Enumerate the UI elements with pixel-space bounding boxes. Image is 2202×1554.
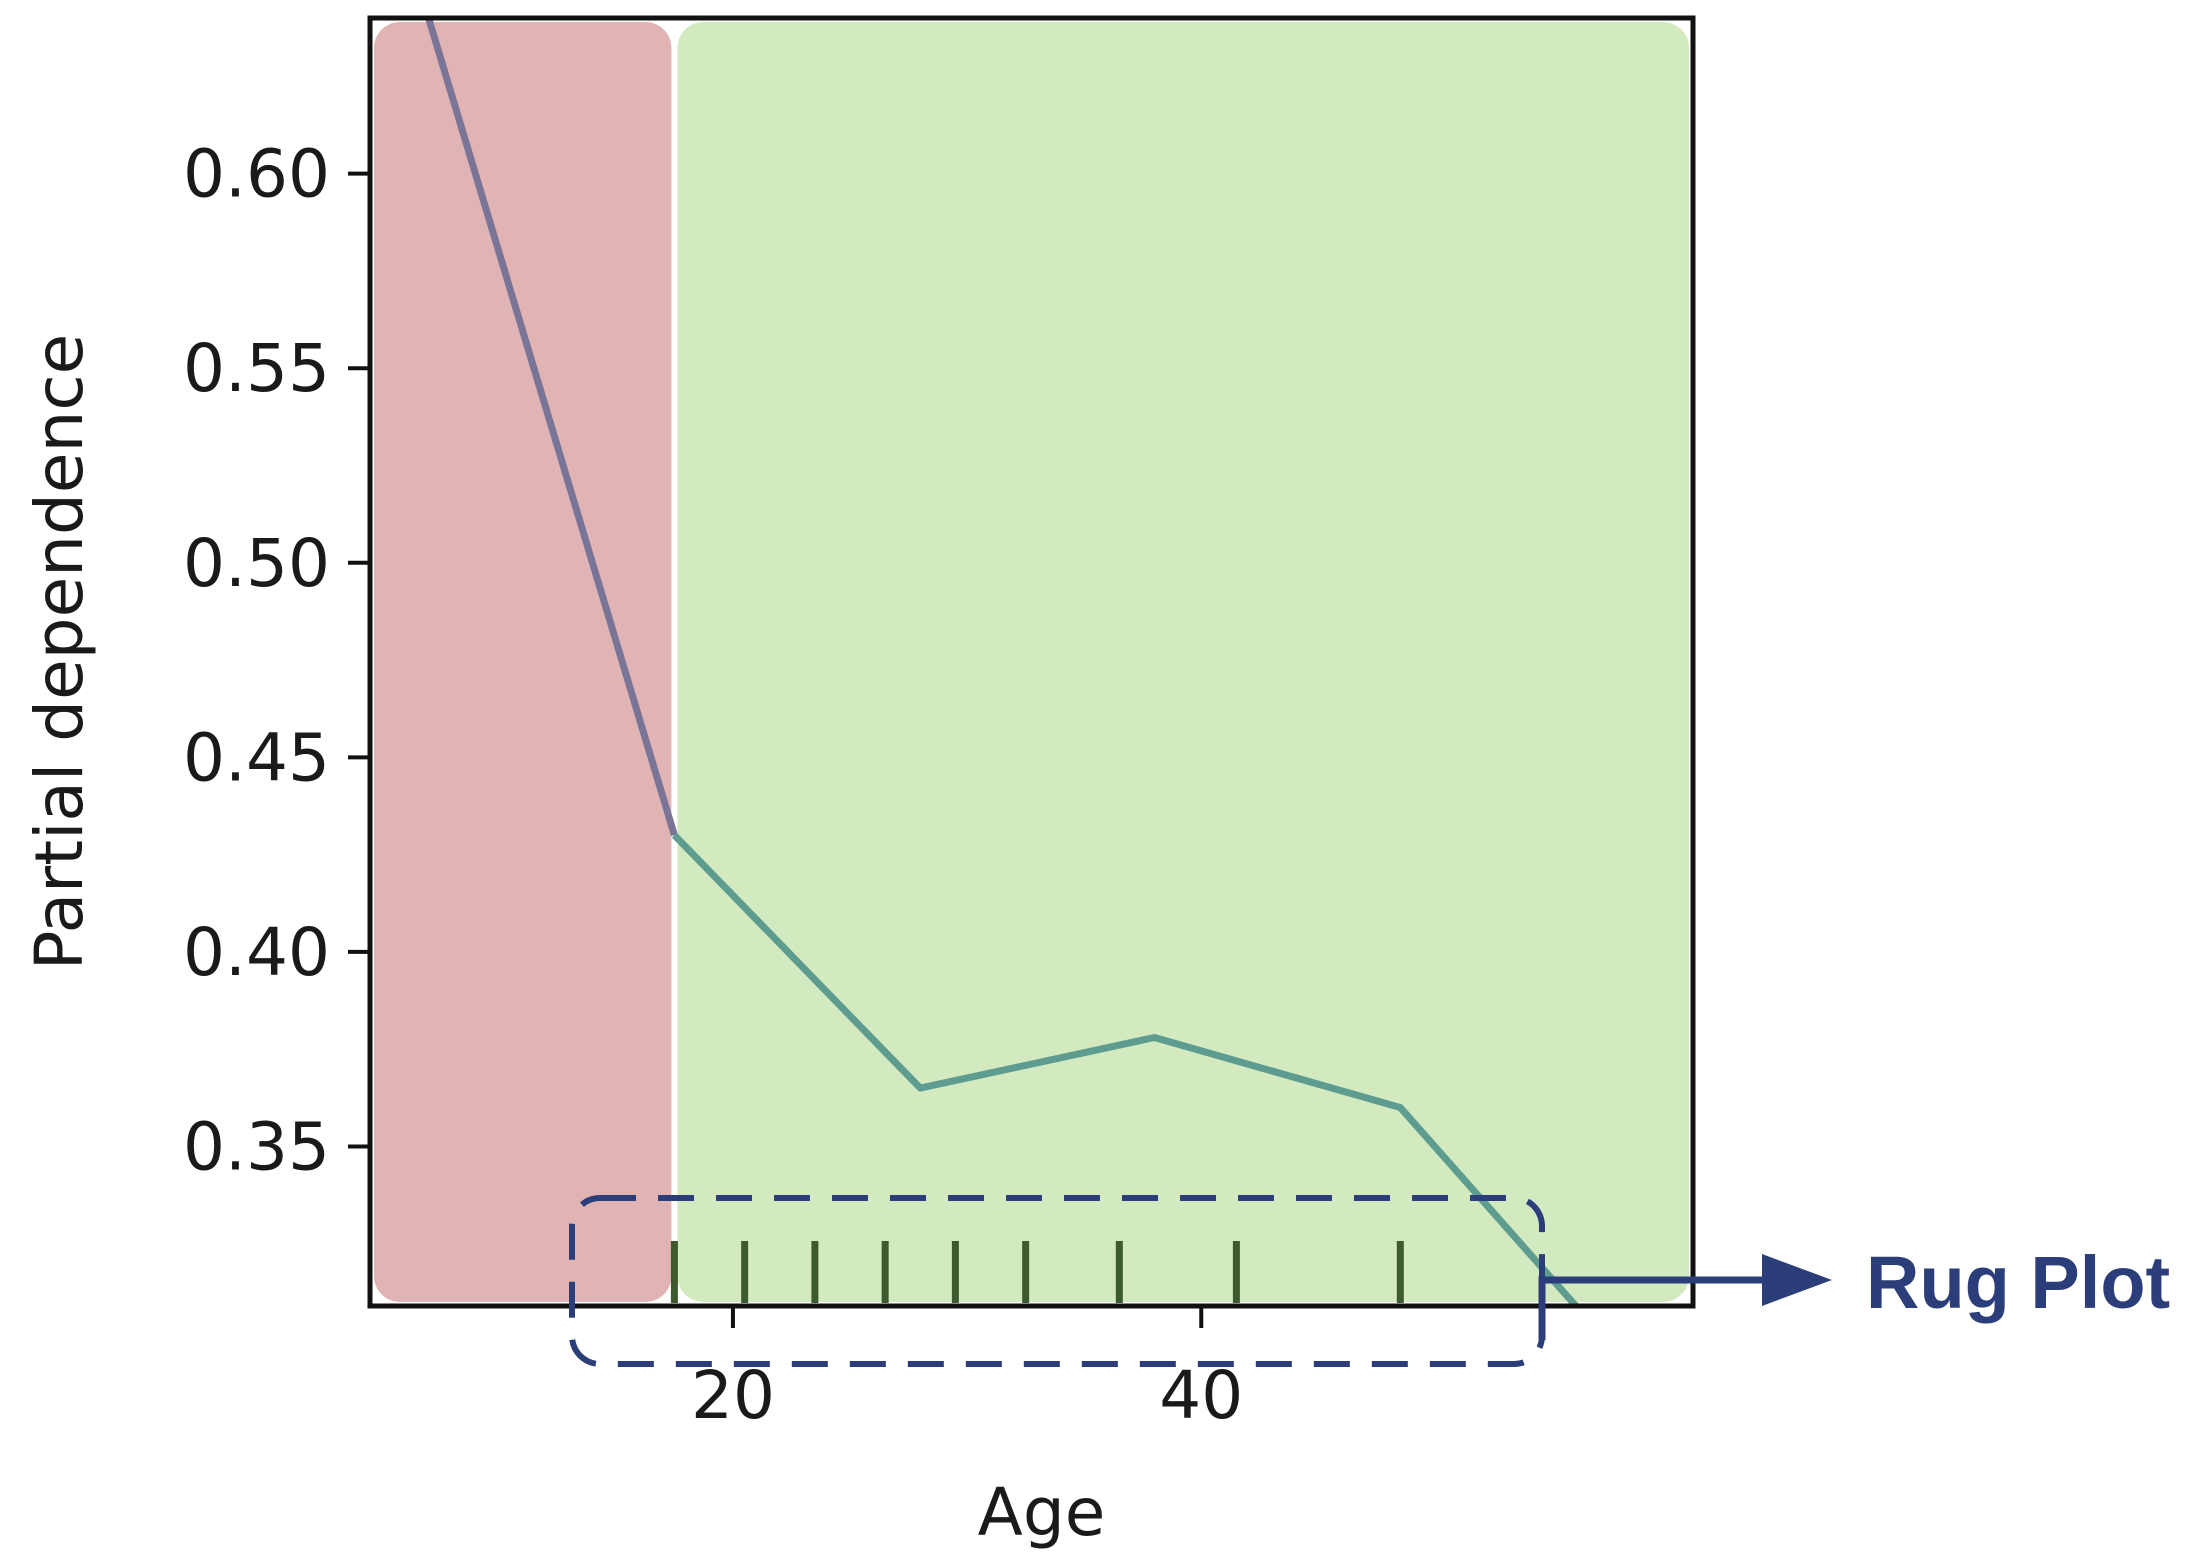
y-tick-label: 0.50 bbox=[183, 525, 330, 602]
x-tick-label: 40 bbox=[1159, 1357, 1243, 1434]
y-tick-label: 0.55 bbox=[183, 330, 330, 407]
y-tick-label: 0.35 bbox=[183, 1108, 330, 1185]
y-axis: 0.35 0.40 0.45 0.50 0.55 0.60 bbox=[183, 136, 370, 1185]
pdp-line-segment-red bbox=[425, 18, 678, 837]
rug-plot bbox=[670, 1241, 1404, 1303]
rug-plot-annotation: Rug Plot bbox=[569, 1195, 2170, 1367]
pdp-line-segment-green bbox=[671, 832, 1579, 1306]
region-red bbox=[374, 22, 672, 1302]
annotation-arrowhead bbox=[1762, 1254, 1832, 1306]
x-axis-title: Age bbox=[978, 1474, 1106, 1551]
y-tick-label: 0.45 bbox=[183, 719, 330, 796]
y-tick-label: 0.60 bbox=[183, 136, 330, 213]
annotation-arrow bbox=[1538, 1276, 1770, 1340]
y-tick-label: 0.40 bbox=[183, 914, 330, 991]
x-axis: 20 40 bbox=[691, 1306, 1243, 1434]
highlight-regions bbox=[374, 22, 1689, 1302]
y-axis-title: Partial dependence bbox=[21, 334, 98, 970]
x-tick-label: 20 bbox=[691, 1357, 775, 1434]
pdp-line-group bbox=[425, 18, 1579, 1306]
rug-plot-label: Rug Plot bbox=[1866, 1241, 2170, 1324]
region-green bbox=[677, 22, 1689, 1302]
plot-frame bbox=[367, 15, 1696, 1309]
